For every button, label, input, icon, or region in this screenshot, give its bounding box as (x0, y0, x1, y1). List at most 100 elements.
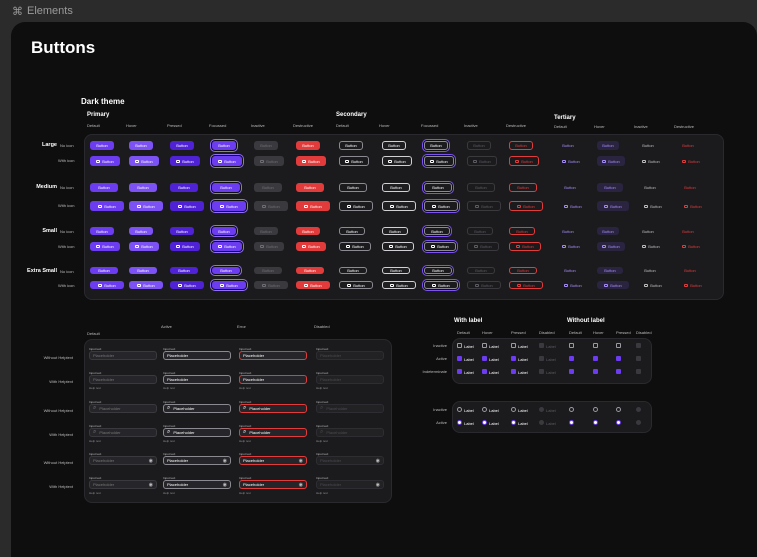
tertiary-large-destructive-button[interactable]: Button (677, 141, 699, 150)
primary-medium-pressed-button[interactable]: Button (170, 183, 198, 192)
tertiary-large-hover-with-icon-button[interactable]: Button (597, 156, 625, 166)
checkbox[interactable] (457, 369, 462, 374)
secondary-small-focussed-with-icon-button[interactable]: Button (424, 242, 456, 251)
checkbox[interactable] (511, 369, 516, 374)
tertiary-small-inactive-button[interactable]: Button (637, 227, 659, 235)
primary-extra-small-inactive-button[interactable]: Button (254, 267, 282, 274)
eye-icon[interactable]: ◉ (148, 481, 153, 488)
secondary-medium-default-button[interactable]: Button (339, 183, 367, 192)
eye-icon[interactable]: ◉ (148, 457, 153, 464)
secondary-large-default-with-icon-button[interactable]: Button (339, 156, 369, 166)
primary-medium-hover-with-icon-button[interactable]: Button (129, 201, 163, 211)
tertiary-medium-hover-button[interactable]: Button (597, 183, 623, 192)
secondary-large-focussed-with-icon-button[interactable]: Button (424, 156, 454, 166)
radio-button[interactable] (593, 407, 598, 412)
primary-medium-default-with-icon-button[interactable]: Button (90, 201, 124, 211)
input-default-field[interactable]: Placeholder (89, 375, 157, 384)
primary-large-focussed-button[interactable]: Button (212, 141, 236, 150)
input-default-field[interactable]: Placeholder ◉ (89, 480, 157, 489)
primary-small-hover-with-icon-button[interactable]: Button (129, 242, 159, 251)
secondary-small-inactive-with-icon-button[interactable]: Button (467, 242, 499, 251)
tertiary-large-default-button[interactable]: Button (557, 141, 579, 150)
primary-extra-small-default-with-icon-button[interactable]: Button (90, 281, 124, 289)
primary-medium-inactive-with-icon-button[interactable]: Button (254, 201, 288, 211)
secondary-small-focussed-button[interactable]: Button (424, 227, 450, 235)
secondary-extra-small-hover-with-icon-button[interactable]: Button (382, 281, 416, 289)
primary-small-focussed-with-icon-button[interactable]: Button (212, 242, 242, 251)
eye-icon[interactable]: ◉ (375, 481, 380, 488)
primary-small-default-with-icon-button[interactable]: Button (90, 242, 120, 251)
eye-icon[interactable]: ◉ (222, 481, 227, 488)
tertiary-extra-small-default-button[interactable]: Button (557, 267, 583, 274)
primary-small-pressed-button[interactable]: Button (170, 227, 194, 235)
radio-button[interactable] (482, 407, 487, 412)
radio-button[interactable] (569, 407, 574, 412)
secondary-small-default-with-icon-button[interactable]: Button (339, 242, 371, 251)
tertiary-extra-small-destructive-with-icon-button[interactable]: Button (677, 281, 709, 289)
primary-extra-small-default-button[interactable]: Button (90, 267, 118, 274)
primary-small-default-button[interactable]: Button (90, 227, 114, 235)
checkbox[interactable] (616, 369, 621, 374)
tertiary-medium-inactive-button[interactable]: Button (637, 183, 663, 192)
radio-button[interactable] (593, 420, 598, 425)
radio-button[interactable] (457, 420, 462, 425)
primary-extra-small-destructive-with-icon-button[interactable]: Button (296, 281, 330, 289)
primary-large-focussed-with-icon-button[interactable]: Button (212, 156, 242, 166)
secondary-extra-small-default-button[interactable]: Button (339, 267, 367, 274)
checkbox[interactable] (569, 369, 574, 374)
primary-large-inactive-with-icon-button[interactable]: Button (254, 156, 284, 166)
tertiary-medium-default-button[interactable]: Button (557, 183, 583, 192)
eye-icon[interactable]: ◉ (298, 457, 303, 464)
primary-small-focussed-button[interactable]: Button (212, 227, 236, 235)
input-error-field[interactable]: ⌕ Placeholder (239, 428, 307, 437)
primary-medium-inactive-button[interactable]: Button (254, 183, 282, 192)
secondary-medium-hover-with-icon-button[interactable]: Button (382, 201, 416, 211)
tertiary-small-hover-with-icon-button[interactable]: Button (597, 242, 625, 251)
tertiary-medium-inactive-with-icon-button[interactable]: Button (637, 201, 669, 211)
input-default-field[interactable]: ⌕ Placeholder (89, 428, 157, 437)
radio-button[interactable] (482, 420, 487, 425)
tertiary-medium-destructive-with-icon-button[interactable]: Button (677, 201, 709, 211)
checkbox[interactable] (569, 356, 574, 361)
tertiary-large-destructive-with-icon-button[interactable]: Button (677, 156, 705, 166)
tertiary-extra-small-hover-button[interactable]: Button (597, 267, 623, 274)
radio-button[interactable] (511, 407, 516, 412)
secondary-large-inactive-button[interactable]: Button (467, 141, 491, 150)
secondary-medium-focussed-with-icon-button[interactable]: Button (424, 201, 458, 211)
primary-extra-small-focussed-with-icon-button[interactable]: Button (212, 281, 246, 289)
primary-small-hover-button[interactable]: Button (129, 227, 153, 235)
secondary-small-hover-with-icon-button[interactable]: Button (382, 242, 414, 251)
primary-extra-small-hover-button[interactable]: Button (129, 267, 157, 274)
primary-medium-focussed-with-icon-button[interactable]: Button (212, 201, 246, 211)
checkbox[interactable] (511, 356, 516, 361)
tertiary-extra-small-inactive-button[interactable]: Button (637, 267, 663, 274)
primary-extra-small-focussed-button[interactable]: Button (212, 267, 240, 274)
secondary-extra-small-inactive-button[interactable]: Button (467, 267, 495, 274)
tertiary-large-default-with-icon-button[interactable]: Button (557, 156, 585, 166)
secondary-large-focussed-button[interactable]: Button (424, 141, 448, 150)
primary-medium-pressed-with-icon-button[interactable]: Button (170, 201, 204, 211)
secondary-medium-destructive-button[interactable]: Button (509, 183, 537, 192)
primary-small-inactive-button[interactable]: Button (254, 227, 278, 235)
checkbox[interactable] (593, 343, 598, 348)
tertiary-small-destructive-with-icon-button[interactable]: Button (677, 242, 705, 251)
tertiary-extra-small-destructive-button[interactable]: Button (677, 267, 703, 274)
checkbox[interactable] (482, 356, 487, 361)
eye-icon[interactable]: ◉ (222, 457, 227, 464)
tertiary-large-inactive-button[interactable]: Button (637, 141, 659, 150)
secondary-medium-destructive-with-icon-button[interactable]: Button (509, 201, 543, 211)
primary-large-destructive-with-icon-button[interactable]: Button (296, 156, 326, 166)
primary-extra-small-hover-with-icon-button[interactable]: Button (129, 281, 163, 289)
input-active-field[interactable]: Placeholder (163, 375, 231, 384)
primary-large-pressed-button[interactable]: Button (170, 141, 194, 150)
primary-small-pressed-with-icon-button[interactable]: Button (170, 242, 200, 251)
tertiary-extra-small-hover-with-icon-button[interactable]: Button (597, 281, 629, 289)
secondary-extra-small-destructive-button[interactable]: Button (509, 267, 537, 274)
primary-medium-focussed-button[interactable]: Button (212, 183, 240, 192)
primary-large-hover-with-icon-button[interactable]: Button (129, 156, 159, 166)
secondary-large-default-button[interactable]: Button (339, 141, 363, 150)
input-default-field[interactable]: Placeholder (89, 351, 157, 360)
radio-button[interactable] (511, 420, 516, 425)
secondary-small-destructive-with-icon-button[interactable]: Button (509, 242, 541, 251)
radio-button[interactable] (616, 420, 621, 425)
